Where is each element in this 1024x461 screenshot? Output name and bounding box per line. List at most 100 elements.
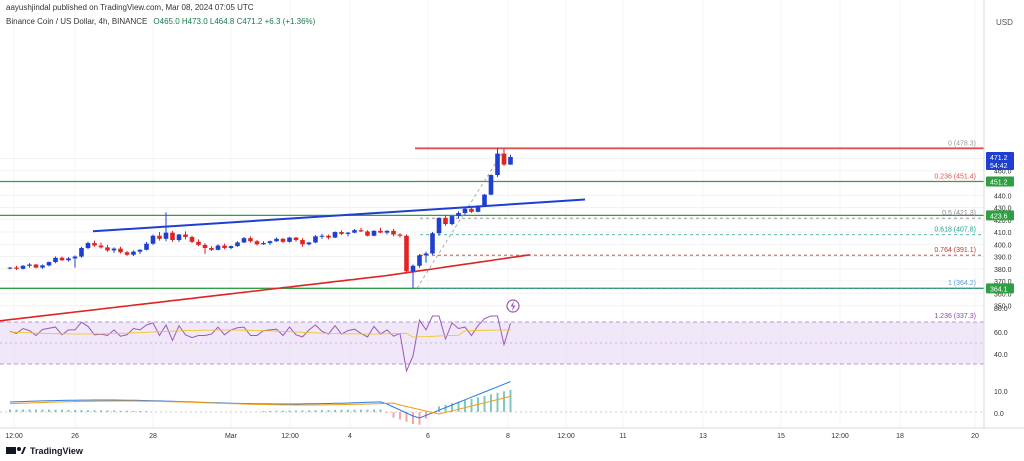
candle	[417, 254, 422, 268]
candle-body	[358, 230, 364, 232]
candle	[274, 237, 279, 242]
candle-body	[371, 230, 377, 236]
candle	[79, 246, 84, 258]
candle-body	[92, 243, 97, 246]
fib-label: 0.236 (451.4)	[934, 173, 976, 180]
candle	[313, 235, 318, 244]
candle-body	[287, 237, 292, 242]
price-tick-label: 420.0	[994, 218, 1012, 225]
macd-histogram-bar	[106, 410, 109, 412]
candle	[319, 233, 325, 239]
candle-body	[124, 252, 130, 255]
macd-histogram-bar	[301, 410, 304, 412]
fib-label: 0 (478.3)	[948, 140, 976, 147]
candle-body	[508, 157, 513, 165]
currency-label: USD	[996, 18, 1013, 27]
candle-body	[137, 249, 143, 252]
macd-histogram-bar	[262, 411, 265, 412]
price-tick-label: 360.0	[994, 291, 1012, 298]
candle	[443, 214, 448, 226]
trendline[interactable]	[92, 198, 586, 233]
macd-histogram-bar	[334, 409, 336, 412]
fib-label: 1 (364.2)	[948, 280, 976, 287]
fib-label: 1.236 (337.3)	[934, 313, 976, 320]
candle-body	[202, 244, 208, 248]
time-tick-label: 15	[777, 433, 785, 440]
lightning-icon[interactable]	[506, 299, 520, 313]
trendline-segment[interactable]	[92, 198, 586, 233]
rsi-tick-label: 60.0	[994, 330, 1008, 337]
candle	[124, 251, 130, 256]
macd-histogram-bar	[269, 410, 271, 412]
macd-histogram-bar	[28, 409, 31, 412]
macd-histogram-bar	[347, 409, 349, 412]
symbol-name: Binance Coin / US Dollar, 4h, BINANCE	[6, 17, 147, 26]
candle	[345, 232, 351, 237]
candle-body	[222, 245, 227, 248]
candle	[326, 234, 331, 240]
candle	[66, 257, 71, 262]
macd-histogram-bar	[366, 409, 369, 412]
fib-label: 0.764 (391.1)	[934, 247, 976, 254]
candle-body	[7, 267, 13, 269]
price-badge-label: 364.1	[990, 286, 1008, 293]
candles	[7, 148, 513, 289]
candle	[254, 240, 260, 246]
time-axis[interactable]: 12:00 26 28 Mar 12:00 4 6 8 12:00 11 13 15 12:00 18 20	[5, 433, 979, 440]
candle	[300, 238, 305, 247]
candle	[449, 215, 455, 226]
rsi-ma-line	[9, 329, 511, 338]
rsi-tick-label: 40.0	[994, 352, 1008, 359]
macd-histogram-bar	[386, 412, 388, 413]
candle	[53, 256, 58, 264]
macd-histogram-bar	[503, 391, 505, 412]
macd-histogram-bar	[15, 409, 18, 412]
macd-signal-line	[9, 395, 511, 415]
candle-body	[248, 238, 253, 242]
price-tick-label: 370.0	[994, 279, 1012, 286]
candle-body	[313, 236, 318, 243]
macd-histogram-bar	[9, 409, 11, 412]
candle-body	[235, 242, 240, 247]
candle	[475, 205, 481, 213]
candle-body	[384, 230, 390, 233]
candle-body	[20, 265, 26, 269]
candle-body	[495, 153, 500, 176]
macd-histogram-bar	[61, 409, 63, 412]
candle-body	[449, 216, 455, 225]
macd-histogram-bar	[490, 394, 492, 412]
price-badge-label: 471.2	[990, 155, 1008, 162]
candle-body	[417, 255, 422, 266]
candle-body	[300, 240, 305, 245]
price-badge-countdown: 54:42	[990, 163, 1008, 170]
macd-histogram-bar	[308, 410, 310, 412]
candle	[371, 230, 377, 237]
macd-tick-label: 0.0	[994, 411, 1004, 418]
candle	[157, 232, 162, 241]
candle	[105, 244, 110, 252]
time-tick-label: 8	[506, 433, 510, 440]
candle-body	[397, 234, 403, 236]
macd-histogram-bar	[139, 410, 141, 412]
candle-body	[306, 242, 312, 245]
candle-body	[404, 235, 409, 272]
candle-body	[365, 231, 370, 236]
candle-body	[319, 235, 325, 237]
price-badge-label: 423.6	[990, 213, 1008, 220]
price-badge	[986, 176, 1014, 187]
candle	[384, 230, 390, 235]
candle-body	[228, 246, 234, 248]
candle	[501, 148, 507, 166]
candle-body	[280, 238, 286, 242]
author-line: aayushjindal published on TradingView.co…	[6, 3, 254, 12]
candle	[202, 243, 208, 255]
candle-body	[27, 264, 32, 266]
candle-body	[293, 237, 299, 241]
macd-histogram-bar	[67, 409, 70, 412]
time-tick-label: 4	[348, 433, 352, 440]
candle-body	[150, 235, 156, 244]
price-badge	[986, 283, 1014, 294]
price-badge	[986, 210, 1014, 221]
candle-body	[105, 247, 110, 251]
